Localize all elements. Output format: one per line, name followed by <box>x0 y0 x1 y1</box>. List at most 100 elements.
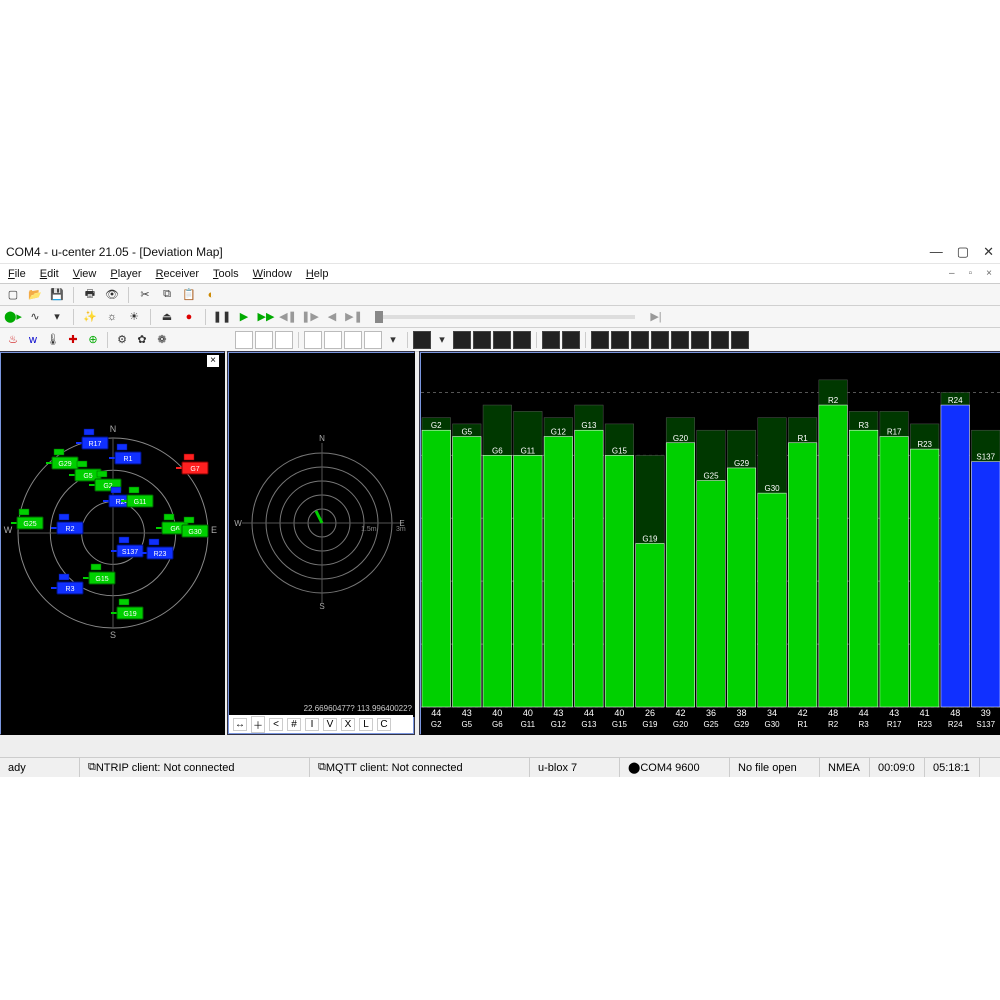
paste-icon[interactable]: 📋 <box>180 286 198 304</box>
dev-tool-0[interactable]: ↔ <box>233 718 247 731</box>
layout-btn-2[interactable] <box>324 331 342 349</box>
layout-btn-1[interactable] <box>304 331 322 349</box>
menu-window[interactable]: Window <box>253 268 292 280</box>
dev-tool-4[interactable]: I <box>305 718 319 731</box>
panel-btn-1[interactable] <box>235 331 253 349</box>
dev-tool-7[interactable]: L <box>359 718 373 731</box>
docked-9[interactable] <box>611 331 629 349</box>
docked-3[interactable] <box>473 331 491 349</box>
panel-btn-3[interactable] <box>275 331 293 349</box>
docked-12[interactable] <box>671 331 689 349</box>
dev-tool-2[interactable]: < <box>269 718 283 731</box>
menu-view[interactable]: View <box>73 268 97 280</box>
docked-2[interactable] <box>453 331 471 349</box>
svg-text:G25: G25 <box>703 720 719 729</box>
pause-button[interactable]: ❚❚ <box>213 308 231 326</box>
deviation-panel[interactable]: NESW1.5m3m22.66960477? 113.99640022? ↔＋<… <box>228 352 414 734</box>
layout-drop[interactable]: ▾ <box>384 331 402 349</box>
layout-btn-4[interactable] <box>364 331 382 349</box>
svg-text:S137: S137 <box>122 549 138 556</box>
menu-help[interactable]: Help <box>306 268 329 280</box>
docked-14[interactable] <box>711 331 729 349</box>
docked-7[interactable] <box>562 331 580 349</box>
menu-tools[interactable]: Tools <box>213 268 239 280</box>
play-button[interactable]: ▶ <box>235 308 253 326</box>
docked-6[interactable] <box>542 331 560 349</box>
wave-icon[interactable]: ∿ <box>26 308 44 326</box>
signal-panel[interactable]: G244G2G543G5G640G6G1140G11G1243G12G1344G… <box>420 352 1000 734</box>
menu-file[interactable]: File <box>8 268 26 280</box>
save-icon[interactable]: 💾 <box>48 286 66 304</box>
menu-player[interactable]: Player <box>110 268 141 280</box>
gear1-icon[interactable]: ⚙ <box>113 331 131 349</box>
docked-11[interactable] <box>651 331 669 349</box>
window-title: COM4 - u-center 21.05 - [Deviation Map] <box>6 245 930 259</box>
step-fwd-button[interactable]: ❚▶ <box>301 308 319 326</box>
svg-text:N: N <box>319 434 325 443</box>
docked-4[interactable] <box>493 331 511 349</box>
dev-tool-5[interactable]: V <box>323 718 337 731</box>
record-button[interactable]: ● <box>180 308 198 326</box>
print-icon[interactable]: 🖶 <box>81 286 99 304</box>
prev-button[interactable]: ◀ <box>323 308 341 326</box>
svg-text:W: W <box>4 525 13 535</box>
skyview-panel[interactable]: × NESWR17G29R1G5G7G2R24G11G25R2G6G30S137… <box>0 352 224 734</box>
dev-tool-1[interactable]: ＋ <box>251 716 265 733</box>
minimize-button[interactable]: — <box>930 244 943 260</box>
maximize-button[interactable]: ▢ <box>957 244 969 260</box>
view-therm-icon[interactable]: 🌡 <box>44 331 62 349</box>
dev-tool-8[interactable]: C <box>377 718 391 731</box>
view-b-icon[interactable]: w <box>24 331 42 349</box>
panel-btn-2[interactable] <box>255 331 273 349</box>
playback-slider[interactable] <box>375 315 635 319</box>
child-max-button[interactable]: ▫ <box>969 268 973 279</box>
docked-drop[interactable]: ▾ <box>433 331 451 349</box>
menu-edit[interactable]: Edit <box>40 268 59 280</box>
layout-btn-3[interactable] <box>344 331 362 349</box>
dropdown-icon[interactable]: ▾ <box>48 308 66 326</box>
svg-text:G30: G30 <box>764 720 780 729</box>
fastfwd-button[interactable]: ▶▶ <box>257 308 275 326</box>
cut-icon[interactable]: ✂ <box>136 286 154 304</box>
preview-icon[interactable]: 👁 <box>103 286 121 304</box>
svg-text:R17: R17 <box>887 720 902 729</box>
view-a-icon[interactable]: ♨ <box>4 331 22 349</box>
view-target-icon[interactable]: ⊕ <box>84 331 102 349</box>
svg-text:R2: R2 <box>828 396 839 405</box>
docked-10[interactable] <box>631 331 649 349</box>
docked-13[interactable] <box>691 331 709 349</box>
child-min-button[interactable]: – <box>949 268 955 279</box>
docked-1[interactable] <box>413 331 431 349</box>
step-back-button[interactable]: ◀❚ <box>279 308 297 326</box>
svg-text:G30: G30 <box>764 484 780 493</box>
open-icon[interactable]: 📂 <box>26 286 44 304</box>
dev-tool-3[interactable]: # <box>287 718 301 731</box>
docked-8[interactable] <box>591 331 609 349</box>
menu-receiver[interactable]: Receiver <box>156 268 199 280</box>
sun-icon[interactable]: ☀ <box>125 308 143 326</box>
gear2-icon[interactable]: ✿ <box>133 331 151 349</box>
skip-end-button[interactable]: ▶❚ <box>345 308 363 326</box>
view-plus-icon[interactable]: ✚ <box>64 331 82 349</box>
goto-end-button[interactable]: ▶| <box>647 308 665 326</box>
status-time2: 05:18:1 <box>925 758 980 777</box>
docked-5[interactable] <box>513 331 531 349</box>
connect-icon[interactable]: ⬤▸ <box>4 308 22 326</box>
svg-text:G5: G5 <box>83 473 92 480</box>
copy-icon[interactable]: ⧉ <box>158 286 176 304</box>
stop-icon[interactable]: ◐ <box>202 286 220 304</box>
new-icon[interactable]: ▢ <box>4 286 22 304</box>
svg-text:22.66960477? 113.99640022?: 22.66960477? 113.99640022? <box>304 704 413 713</box>
svg-text:G20: G20 <box>673 434 689 443</box>
bug-icon[interactable]: ☼ <box>103 308 121 326</box>
eject-icon[interactable]: ⏏ <box>158 308 176 326</box>
wand-icon[interactable]: ✨ <box>81 308 99 326</box>
skyview-close-button[interactable]: × <box>207 355 219 367</box>
close-button[interactable]: ✕ <box>983 244 994 260</box>
gear3-icon[interactable]: ❁ <box>153 331 171 349</box>
dev-tool-6[interactable]: X <box>341 718 355 731</box>
child-close-button[interactable]: × <box>986 268 992 279</box>
svg-text:S137: S137 <box>976 720 995 729</box>
svg-text:G29: G29 <box>58 461 71 468</box>
docked-15[interactable] <box>731 331 749 349</box>
